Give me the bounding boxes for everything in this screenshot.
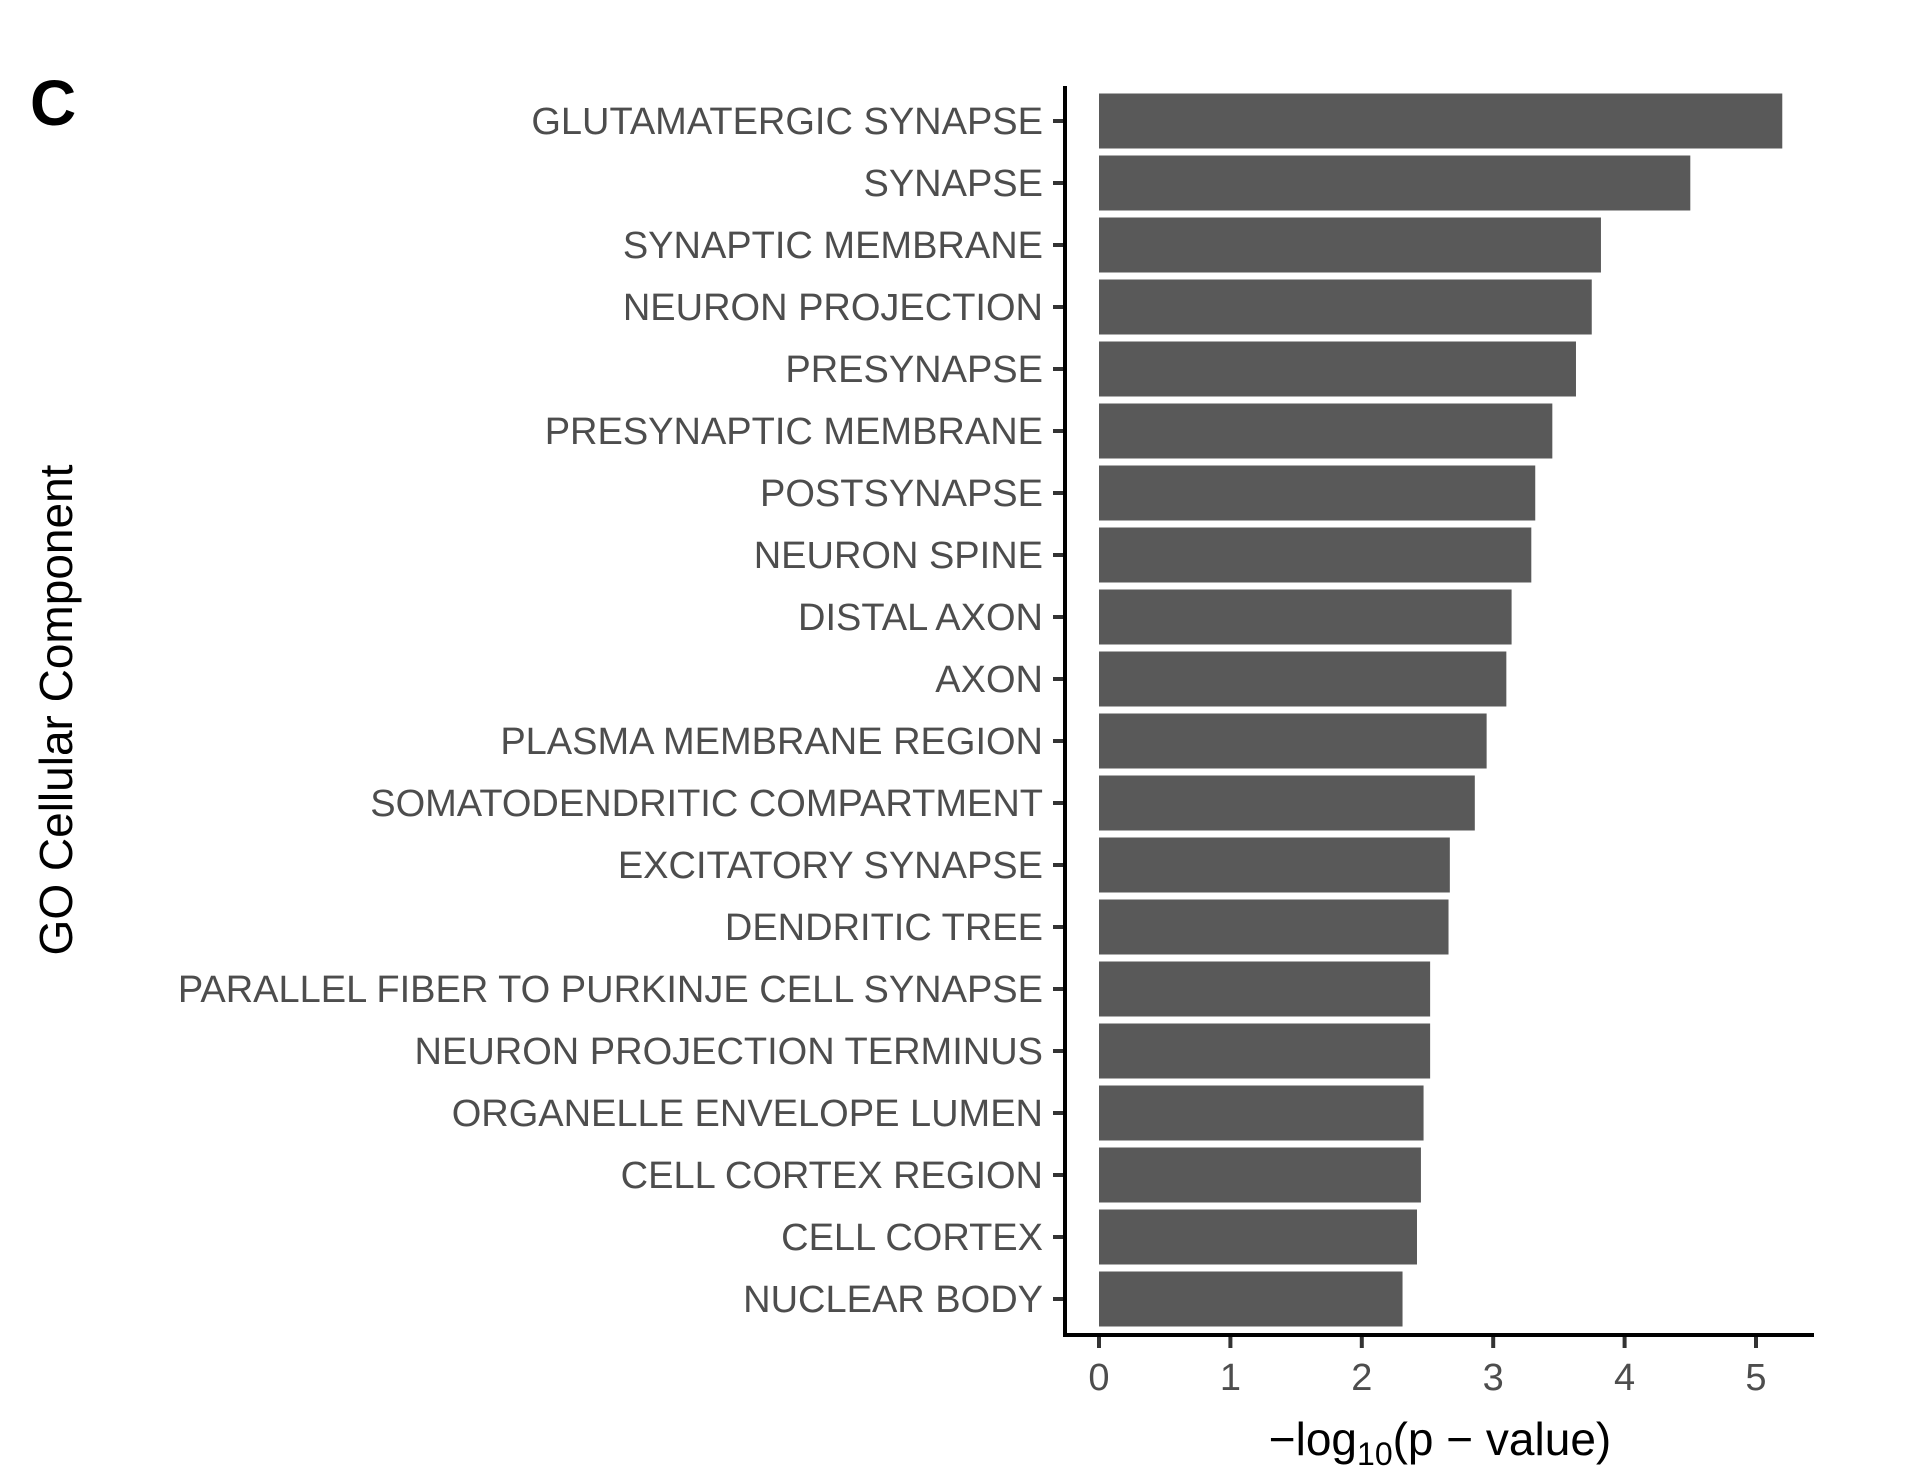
y-tick-label: SYNAPTIC MEMBRANE bbox=[623, 225, 1043, 267]
bar bbox=[1099, 403, 1553, 459]
y-axis-title: GO Cellular Component bbox=[30, 464, 82, 955]
bar bbox=[1099, 1209, 1417, 1265]
y-tick-label: SYNAPSE bbox=[863, 163, 1043, 205]
x-axis-title: −log10(p − value) bbox=[1269, 1413, 1611, 1472]
x-tick-label: 5 bbox=[1745, 1357, 1766, 1399]
bar bbox=[1099, 155, 1691, 211]
y-tick-label: DENDRITIC TREE bbox=[725, 907, 1043, 949]
bar bbox=[1099, 961, 1431, 1017]
y-tick-label: CELL CORTEX REGION bbox=[621, 1155, 1043, 1197]
y-tick-label: PRESYNAPTIC MEMBRANE bbox=[545, 411, 1043, 453]
y-tick-label: POSTSYNAPSE bbox=[760, 473, 1043, 515]
bar bbox=[1099, 527, 1532, 583]
y-tick-label: NUCLEAR BODY bbox=[743, 1279, 1043, 1321]
bar bbox=[1099, 1023, 1431, 1079]
y-tick-label: DISTAL AXON bbox=[798, 597, 1043, 639]
y-tick-label: CELL CORTEX bbox=[781, 1217, 1043, 1259]
y-tick-label: PRESYNAPSE bbox=[785, 349, 1043, 391]
bar bbox=[1099, 1271, 1403, 1327]
bar bbox=[1099, 1085, 1424, 1141]
bar bbox=[1099, 279, 1592, 335]
y-tick-label: SOMATODENDRITIC COMPARTMENT bbox=[370, 783, 1043, 825]
bar bbox=[1099, 341, 1576, 397]
y-tick-label: PARALLEL FIBER TO PURKINJE CELL SYNAPSE bbox=[178, 969, 1043, 1011]
bar bbox=[1099, 1147, 1421, 1203]
x-tick-label: 3 bbox=[1483, 1357, 1504, 1399]
y-tick-label: AXON bbox=[935, 659, 1043, 701]
y-tick-label: NEURON PROJECTION TERMINUS bbox=[415, 1031, 1043, 1073]
bar bbox=[1099, 837, 1450, 893]
bar bbox=[1099, 775, 1475, 831]
x-tick-label: 0 bbox=[1088, 1357, 1109, 1399]
x-tick-label: 1 bbox=[1220, 1357, 1241, 1399]
y-tick-label: GLUTAMATERGIC SYNAPSE bbox=[531, 101, 1043, 143]
x-tick-label: 2 bbox=[1351, 1357, 1372, 1399]
bar bbox=[1099, 713, 1487, 769]
x-tick-label: 4 bbox=[1614, 1357, 1635, 1399]
bar bbox=[1099, 589, 1512, 645]
bar bbox=[1099, 217, 1601, 273]
bar bbox=[1099, 465, 1536, 521]
y-tick-label: EXCITATORY SYNAPSE bbox=[618, 845, 1043, 887]
bar bbox=[1099, 899, 1449, 955]
y-tick-label: PLASMA MEMBRANE REGION bbox=[500, 721, 1043, 763]
y-tick-label: ORGANELLE ENVELOPE LUMEN bbox=[452, 1093, 1043, 1135]
y-tick-label: NEURON SPINE bbox=[754, 535, 1043, 577]
bar bbox=[1099, 651, 1507, 707]
bar bbox=[1099, 93, 1783, 149]
panel-label: C bbox=[30, 67, 76, 139]
y-tick-label: NEURON PROJECTION bbox=[623, 287, 1043, 329]
